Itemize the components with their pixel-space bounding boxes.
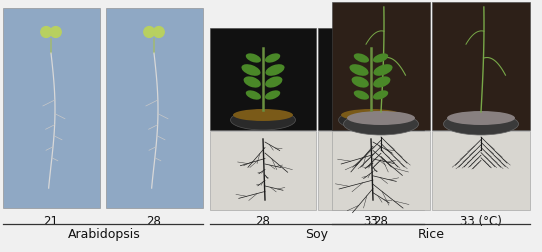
Bar [318,131,424,210]
Bar [332,2,430,130]
Text: Rice: Rice [417,228,444,241]
Text: Soy: Soy [306,228,328,241]
Text: 33 (°C): 33 (°C) [460,215,502,228]
Ellipse shape [246,53,261,63]
Ellipse shape [350,64,369,76]
Circle shape [153,27,164,37]
Ellipse shape [373,53,388,63]
Ellipse shape [265,90,280,100]
Text: 33: 33 [364,215,378,228]
Bar [210,131,316,210]
Ellipse shape [354,53,369,63]
Circle shape [144,27,154,37]
Text: 21: 21 [43,215,59,228]
Bar [432,131,530,210]
Ellipse shape [354,90,369,100]
Circle shape [41,27,51,37]
Text: 28: 28 [146,215,162,228]
Text: 28: 28 [256,215,270,228]
Ellipse shape [339,110,403,130]
Ellipse shape [265,76,282,88]
Ellipse shape [341,109,401,121]
Ellipse shape [230,110,295,130]
Ellipse shape [265,53,280,63]
Ellipse shape [373,76,390,88]
Ellipse shape [443,113,519,135]
Ellipse shape [246,90,261,100]
Ellipse shape [241,64,261,76]
Ellipse shape [233,109,293,121]
Circle shape [50,27,61,37]
Ellipse shape [352,76,369,88]
Bar [210,28,316,130]
Bar [432,2,530,130]
Ellipse shape [344,113,418,135]
Ellipse shape [243,76,261,88]
Ellipse shape [266,64,285,76]
Ellipse shape [447,111,515,125]
Ellipse shape [373,64,392,76]
Bar [106,8,203,208]
Bar [318,28,424,130]
Bar [3,8,100,208]
Ellipse shape [347,111,415,125]
Text: Arabidopsis: Arabidopsis [68,228,140,241]
Text: 28: 28 [373,215,389,228]
Ellipse shape [373,90,388,100]
Bar [332,131,430,210]
